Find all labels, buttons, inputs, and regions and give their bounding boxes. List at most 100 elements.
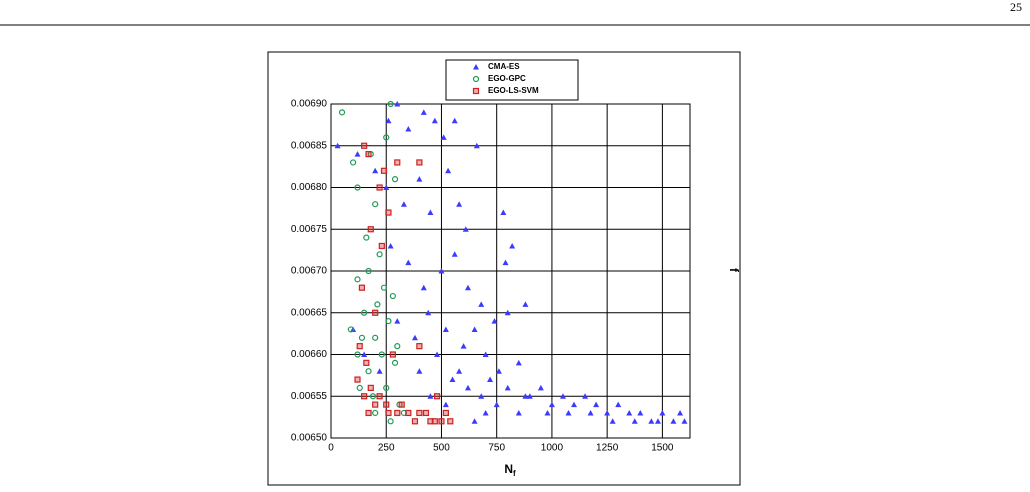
triangle-marker bbox=[442, 326, 449, 332]
y-tick-label: 0.00660 bbox=[291, 349, 328, 360]
square-marker bbox=[431, 418, 438, 425]
triangle-marker bbox=[372, 167, 379, 174]
triangle-marker bbox=[438, 268, 445, 274]
triangle-marker bbox=[471, 326, 478, 332]
circle-marker bbox=[387, 100, 394, 108]
circle-marker bbox=[354, 351, 361, 358]
triangle-marker bbox=[482, 409, 489, 416]
triangle-marker bbox=[354, 151, 361, 157]
triangle-marker bbox=[593, 401, 600, 408]
triangle-marker bbox=[385, 117, 392, 124]
triangle-marker bbox=[548, 401, 555, 408]
square-marker bbox=[361, 393, 368, 400]
square-marker bbox=[405, 409, 412, 417]
square-marker bbox=[367, 384, 374, 391]
triangle-marker bbox=[376, 368, 383, 374]
square-marker bbox=[394, 409, 401, 417]
circle-marker bbox=[391, 176, 399, 183]
square-marker bbox=[416, 159, 423, 166]
triangle-marker bbox=[411, 334, 418, 341]
triangle-marker bbox=[659, 409, 666, 416]
triangle-marker bbox=[334, 142, 341, 149]
triangle-marker bbox=[609, 418, 616, 424]
triangle-marker bbox=[681, 418, 688, 424]
circle-marker bbox=[372, 334, 379, 341]
square-marker bbox=[472, 87, 480, 95]
square-marker bbox=[438, 418, 445, 425]
triangle-marker bbox=[451, 117, 458, 124]
square-marker bbox=[383, 401, 390, 408]
square-marker bbox=[416, 409, 423, 417]
triangle-marker bbox=[478, 393, 485, 399]
x-tick-label: 750 bbox=[488, 443, 505, 454]
circle-marker bbox=[387, 418, 394, 425]
square-marker bbox=[363, 359, 370, 366]
triangle-marker bbox=[522, 393, 529, 399]
triangle-marker bbox=[495, 368, 502, 374]
legend-label: CMA-ES bbox=[488, 62, 520, 71]
square-marker bbox=[394, 159, 401, 166]
circle-marker bbox=[385, 318, 392, 325]
triangle-marker bbox=[427, 209, 434, 216]
triangle-marker bbox=[559, 393, 566, 399]
triangle-marker bbox=[460, 343, 467, 349]
triangle-marker bbox=[487, 376, 494, 383]
legend-label: EGO-LS-SVM bbox=[488, 86, 539, 95]
triangle-marker bbox=[537, 384, 544, 391]
square-marker bbox=[385, 409, 392, 417]
circle-marker bbox=[354, 184, 361, 191]
circle-marker bbox=[372, 409, 379, 417]
circle-marker bbox=[472, 75, 480, 83]
y-tick-label: 0.00690 bbox=[291, 99, 328, 110]
triangle-marker bbox=[493, 401, 500, 408]
circle-marker bbox=[374, 301, 381, 308]
x-tick-label: 250 bbox=[378, 443, 395, 454]
x-label-sub: f bbox=[513, 469, 516, 478]
square-marker bbox=[367, 226, 374, 233]
triangle-marker bbox=[565, 409, 572, 416]
circle-marker bbox=[394, 343, 401, 350]
triangle-marker bbox=[471, 418, 478, 424]
triangle-marker bbox=[473, 142, 480, 149]
triangle-marker bbox=[405, 259, 412, 266]
square-marker bbox=[447, 418, 454, 425]
triangle-marker bbox=[502, 259, 509, 266]
triangle-marker bbox=[509, 242, 516, 249]
triangle-marker bbox=[670, 418, 677, 424]
square-marker bbox=[378, 242, 385, 250]
legend-box bbox=[445, 59, 579, 101]
triangle-marker bbox=[361, 351, 368, 357]
triangle-marker bbox=[482, 351, 489, 357]
triangle-marker bbox=[677, 409, 684, 416]
triangle-marker bbox=[425, 309, 432, 316]
triangle-marker bbox=[383, 184, 390, 190]
y-tick-label: 0.00655 bbox=[291, 391, 328, 402]
x-tick-label: 1000 bbox=[541, 443, 564, 454]
triangle-marker bbox=[440, 134, 447, 140]
triangle-marker bbox=[648, 418, 655, 424]
triangle-marker bbox=[504, 384, 511, 391]
circle-marker bbox=[376, 251, 383, 258]
triangle-marker bbox=[400, 201, 407, 207]
triangle-marker bbox=[387, 242, 394, 249]
triangle-marker bbox=[416, 368, 423, 374]
circle-marker bbox=[363, 234, 370, 241]
triangle-marker bbox=[478, 301, 485, 307]
y-tick-label: 0.00665 bbox=[291, 307, 328, 318]
circle-marker bbox=[356, 384, 363, 391]
square-marker bbox=[398, 401, 405, 408]
triangle-marker bbox=[394, 318, 401, 324]
square-marker bbox=[376, 184, 383, 191]
x-tick-label: 500 bbox=[433, 443, 450, 454]
triangle-marker bbox=[637, 409, 644, 416]
x-tick-label: 0 bbox=[328, 443, 334, 454]
y-tick-label: 0.00675 bbox=[291, 224, 328, 235]
figure-frame bbox=[267, 51, 741, 486]
triangle-marker bbox=[451, 251, 458, 257]
circle-marker bbox=[383, 384, 390, 391]
triangle-marker bbox=[449, 376, 456, 383]
square-marker bbox=[380, 167, 388, 174]
square-marker bbox=[361, 142, 368, 149]
